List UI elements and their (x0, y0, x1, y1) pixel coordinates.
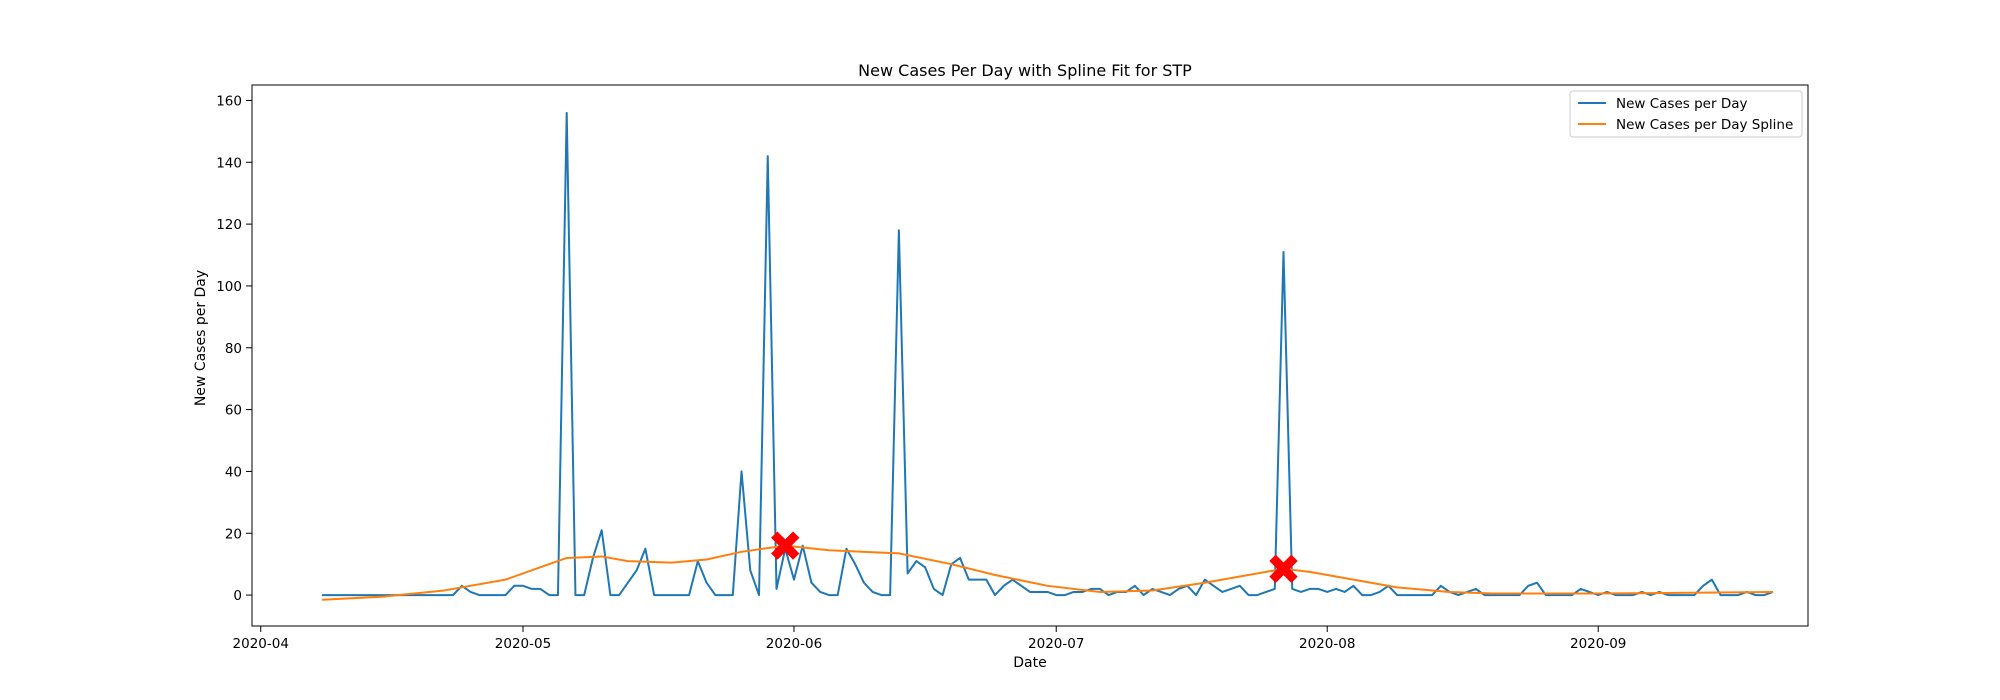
x-tick-label: 2020-09 (1570, 636, 1626, 652)
y-tick-label: 140 (216, 155, 242, 171)
y-axis: 0 20 40 60 80 100 120 140 160 (216, 93, 252, 604)
y-tick-label: 20 (225, 526, 242, 542)
x-marker-2 (1269, 554, 1298, 583)
series-line-spline (321, 544, 1774, 601)
y-tick-label: 60 (225, 403, 242, 419)
legend-label-new-cases: New Cases per Day (1616, 96, 1747, 112)
x-tick-label: 2020-07 (1028, 636, 1084, 652)
x-marker-stroke (1269, 554, 1298, 583)
y-tick-label: 0 (233, 588, 242, 604)
x-marker-1 (771, 531, 800, 560)
y-tick-label: 40 (225, 464, 242, 480)
y-axis-label: New Cases per Day (193, 270, 209, 406)
y-tick-label: 100 (216, 279, 242, 295)
x-tick-label: 2020-04 (233, 636, 289, 652)
x-axis: 2020-04 2020-05 2020-06 2020-07 2020-08 2020-… (233, 626, 1626, 652)
x-marker-stroke (771, 531, 800, 560)
series-layer (321, 111, 1774, 601)
plot-frame (251, 84, 1809, 627)
chart-title: New Cases Per Day with Spline Fit for ST… (858, 61, 1192, 80)
plot-area (321, 111, 1774, 601)
legend-label-spline: New Cases per Day Spline (1616, 117, 1793, 133)
legend: New Cases per Day New Cases per Day Spli… (1569, 90, 1803, 138)
y-tick-label: 120 (216, 217, 242, 233)
x-tick-label: 2020-08 (1299, 636, 1355, 652)
legend-box (1569, 90, 1803, 138)
x-tick-label: 2020-05 (495, 636, 551, 652)
x-axis-label: Date (1013, 655, 1046, 671)
x-tick-label: 2020-06 (766, 636, 822, 652)
marker-layer (771, 531, 1298, 583)
series-line-new-cases (321, 111, 1774, 597)
y-tick-label: 160 (216, 93, 242, 109)
y-tick-label: 80 (225, 341, 242, 357)
